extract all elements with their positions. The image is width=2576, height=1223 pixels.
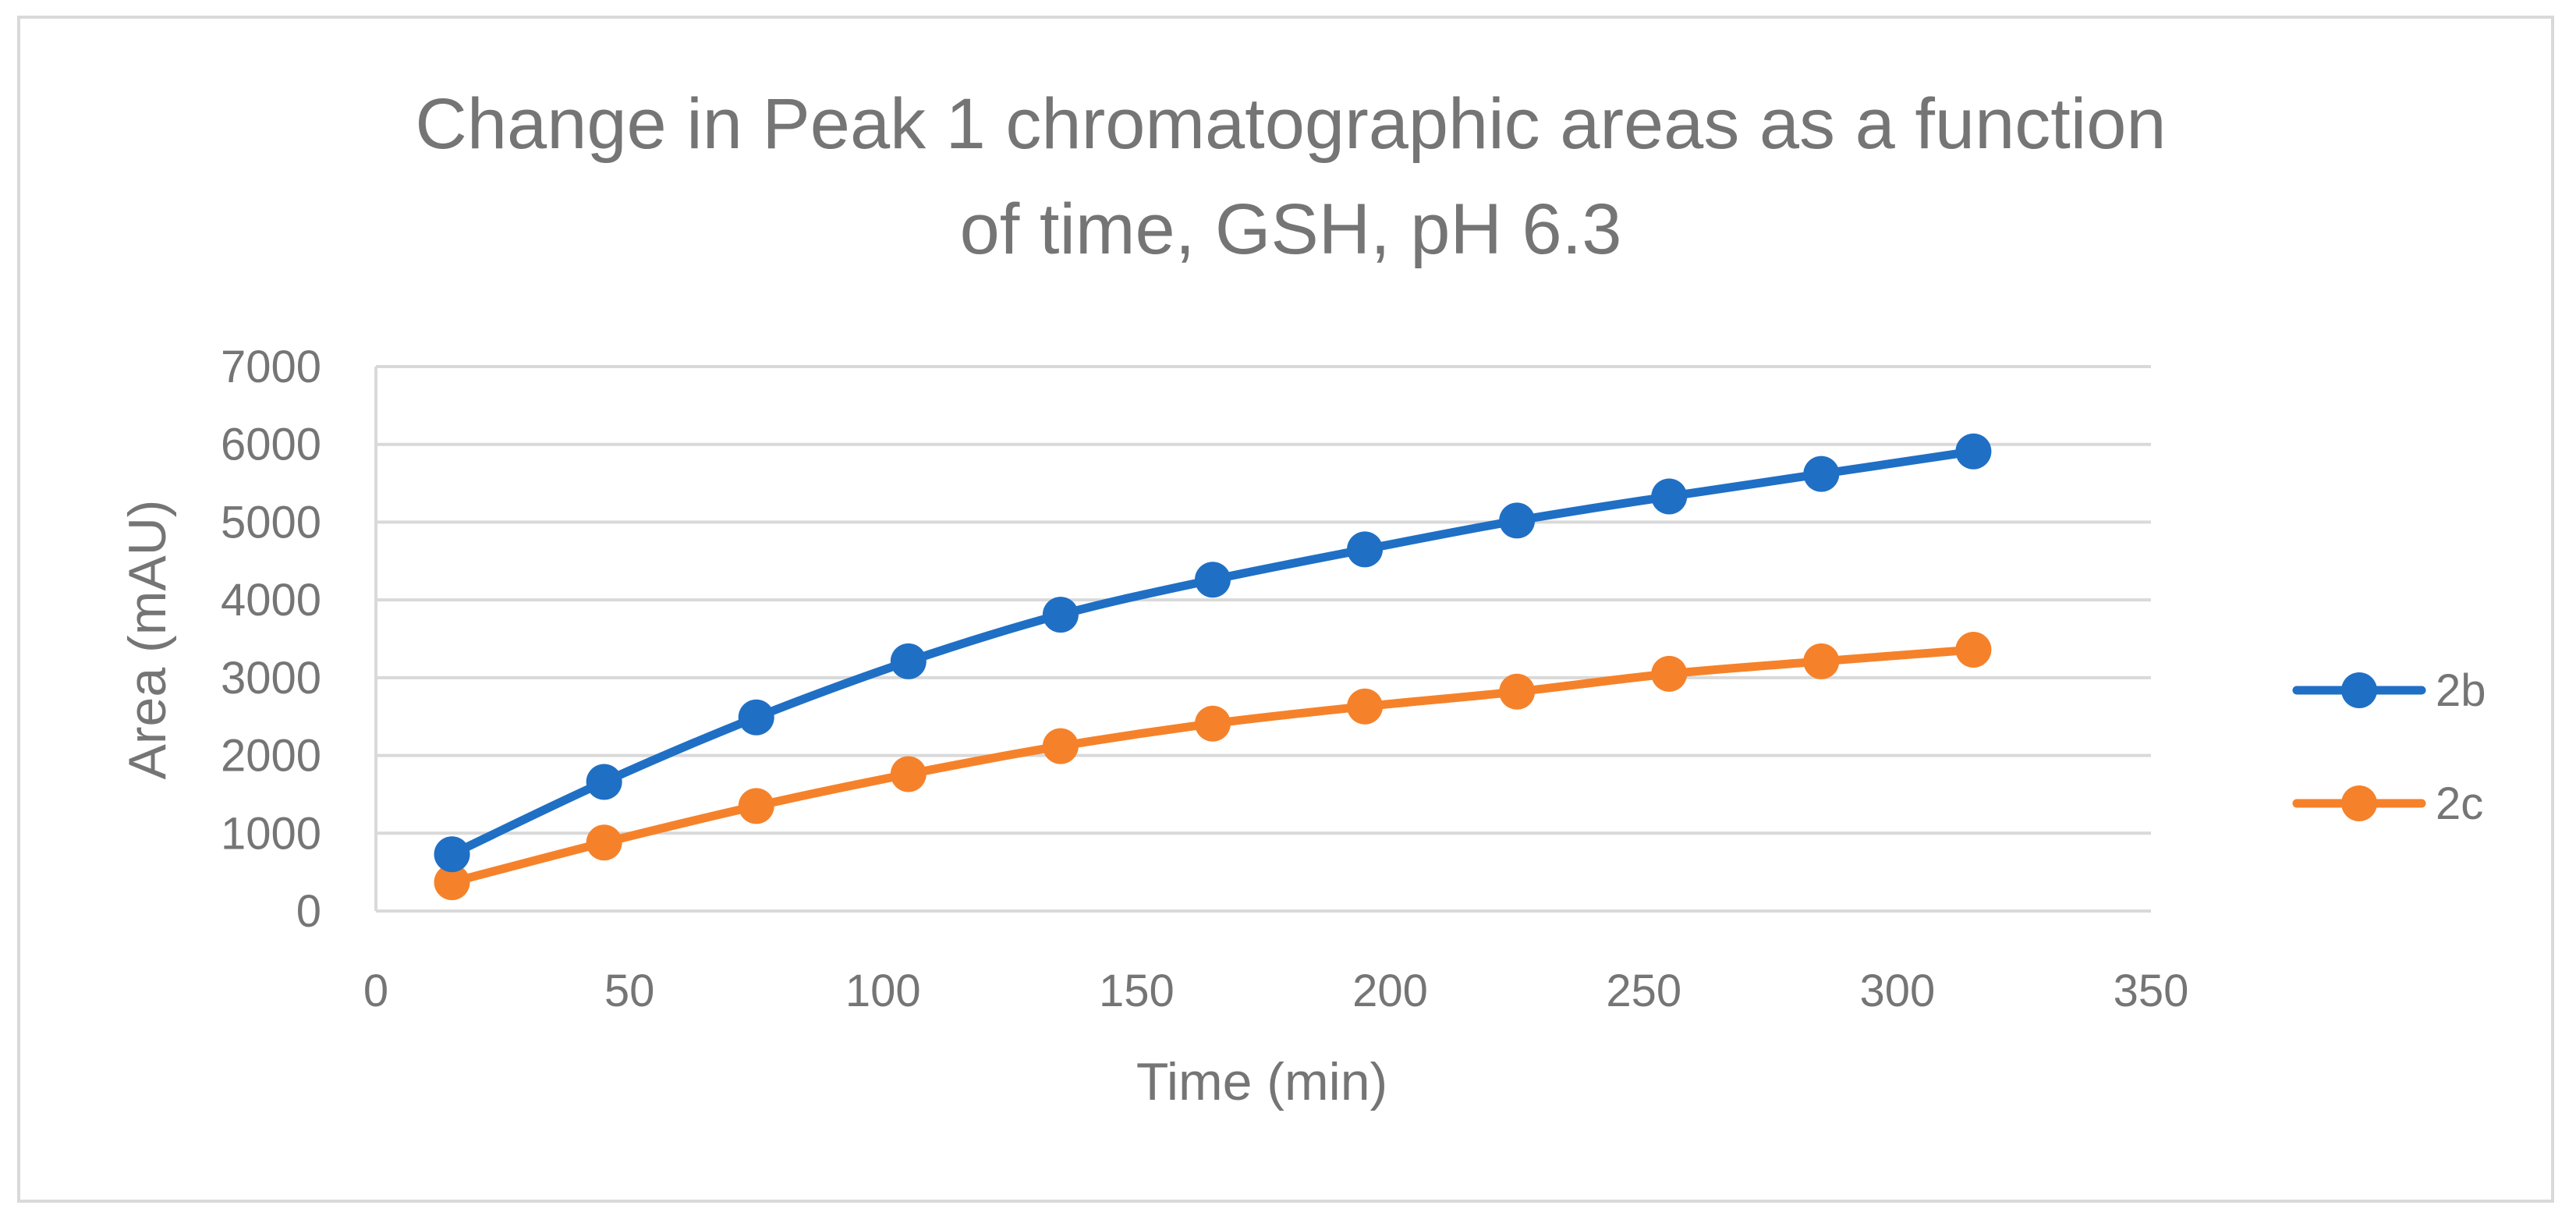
- chart-title-line-1: Change in Peak 1 chromatographic areas a…: [415, 84, 2166, 164]
- data-point-2b: [738, 699, 774, 736]
- y-tick-label: 6000: [221, 420, 321, 470]
- chart-title-line-2: of time, GSH, pH 6.3: [960, 190, 1622, 269]
- series-line-2b: [448, 447, 1978, 859]
- x-tick-label: 100: [845, 966, 921, 1016]
- y-axis-title: Area (mAU): [118, 500, 177, 780]
- chart-title: Change in Peak 1 chromatographic areas a…: [415, 84, 2166, 269]
- data-point-2b: [1803, 456, 1840, 492]
- series-line-2c: [448, 645, 1978, 887]
- data-point-2b: [434, 836, 470, 873]
- y-tick-label: 3000: [221, 653, 321, 704]
- legend-item-2b: 2b: [2292, 665, 2486, 716]
- x-tick-label: 200: [1352, 966, 1428, 1016]
- data-point-2c: [1042, 728, 1079, 764]
- y-tick-label: 0: [296, 886, 321, 937]
- data-point-2c: [586, 824, 622, 861]
- series: [434, 433, 1992, 901]
- series-2c: [434, 631, 1992, 901]
- legend-item-2c: 2c: [2292, 778, 2483, 829]
- data-point-2b: [890, 643, 927, 679]
- y-tick-label: 2000: [221, 731, 321, 782]
- data-point-2c: [1499, 673, 1536, 710]
- data-point-2c: [738, 788, 774, 824]
- y-tick-label: 7000: [221, 342, 321, 392]
- x-tick-label: 350: [2114, 966, 2189, 1016]
- data-point-2b: [1042, 597, 1079, 633]
- chart-frame: [17, 16, 2554, 1203]
- axes: 0 1000 2000 3000 4000 5000 6000 7000 0 50 100 150 20…: [221, 342, 2188, 1016]
- data-point-2b: [1955, 433, 1992, 470]
- data-point-2b: [1499, 502, 1536, 539]
- legend-marker-2c: [2341, 785, 2377, 821]
- x-tick-label: 150: [1099, 966, 1175, 1016]
- y-tick-label: 5000: [221, 497, 321, 548]
- data-point-2c: [1651, 655, 1688, 692]
- gridlines: [376, 365, 2151, 913]
- data-point-2b: [586, 764, 622, 800]
- x-tick-label: 50: [604, 966, 655, 1016]
- data-point-2c: [434, 864, 470, 901]
- data-point-2c: [1803, 643, 1840, 679]
- legend-label-2b: 2b: [2436, 665, 2486, 716]
- x-tick-label: 0: [363, 966, 388, 1016]
- y-tick-label: 4000: [221, 575, 321, 626]
- data-point-2c: [1194, 705, 1231, 742]
- legend-label-2c: 2c: [2436, 778, 2483, 829]
- data-point-2b: [1651, 478, 1688, 515]
- x-axis-title: Time (min): [1136, 1052, 1387, 1111]
- legend: 2b 2c: [2292, 665, 2486, 829]
- x-tick-label: 300: [1859, 966, 1935, 1016]
- y-tick-label: 1000: [221, 808, 321, 859]
- data-point-2c: [890, 756, 927, 792]
- legend-marker-2b: [2341, 672, 2377, 708]
- data-point-2b: [1347, 531, 1384, 568]
- x-tick-label: 250: [1606, 966, 1681, 1016]
- data-point-2b: [1194, 562, 1231, 598]
- series-2b: [434, 433, 1992, 873]
- data-point-2c: [1955, 631, 1992, 668]
- data-point-2c: [1347, 688, 1384, 725]
